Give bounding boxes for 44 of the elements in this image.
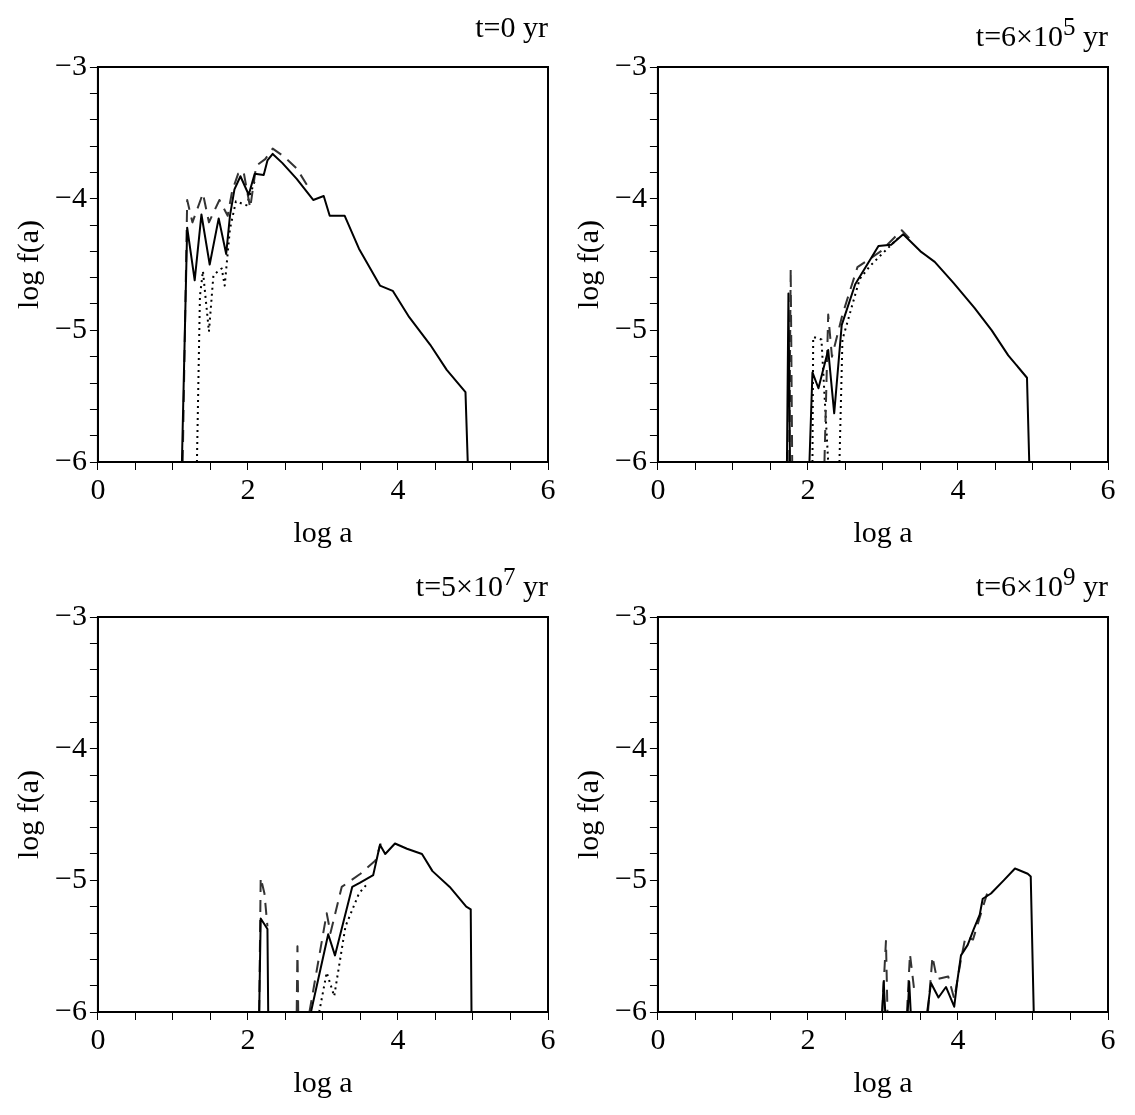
y-tick-label: −5 (55, 311, 87, 345)
chart-title: t=6×10$^{9}$ yr (974, 562, 1109, 602)
x-tick-label: 6 (540, 1021, 556, 1055)
x-tick-label: 4 (390, 471, 406, 505)
y-axis-title: log f(a) (10, 219, 45, 310)
x-tick-label: 0 (90, 471, 106, 505)
y-tick-label: −4 (615, 729, 647, 763)
x-tick-label: 4 (950, 1021, 966, 1055)
y-tick-label: −5 (55, 861, 87, 895)
y-tick-label: −3 (615, 47, 647, 81)
y-axis-title: log f(a) (10, 769, 45, 860)
x-tick-label: 4 (390, 1021, 406, 1055)
y-tick-label: −5 (615, 311, 647, 345)
x-tick-label: 4 (950, 471, 966, 505)
y-tick-label: −6 (55, 992, 87, 1026)
y-axis-title: log f(a) (570, 219, 605, 310)
chart-title: t=6×10$^{5}$ yr (974, 12, 1109, 52)
x-tick-label: 2 (800, 471, 816, 505)
x-tick-label: 6 (1100, 1021, 1116, 1055)
y-tick-label: −4 (55, 729, 87, 763)
x-axis-title: log a (853, 1064, 913, 1098)
y-tick-label: −6 (55, 442, 87, 476)
y-tick-label: −5 (615, 861, 647, 895)
y-tick-label: −3 (615, 597, 647, 631)
y-tick-label: −4 (55, 179, 87, 213)
x-tick-label: 0 (650, 471, 666, 505)
x-axis-title: log a (293, 514, 353, 548)
y-tick-label: −6 (615, 992, 647, 1026)
x-tick-label: 2 (800, 1021, 816, 1055)
y-tick-label: −6 (615, 442, 647, 476)
y-axis-title: log f(a) (570, 769, 605, 860)
chart-title: t=0 yr (474, 9, 549, 45)
chart-title: t=5×10$^{7}$ yr (414, 562, 549, 602)
x-tick-label: 2 (240, 1021, 256, 1055)
x-tick-label: 0 (90, 1021, 106, 1055)
y-tick-label: −3 (55, 47, 87, 81)
x-axis-title: log a (293, 1064, 353, 1098)
y-tick-label: −3 (55, 597, 87, 631)
y-tick-label: −4 (615, 179, 647, 213)
x-axis-title: log a (853, 514, 913, 548)
x-tick-label: 0 (650, 1021, 666, 1055)
x-tick-label: 6 (540, 471, 556, 505)
x-tick-label: 2 (240, 471, 256, 505)
x-tick-label: 6 (1100, 471, 1116, 505)
